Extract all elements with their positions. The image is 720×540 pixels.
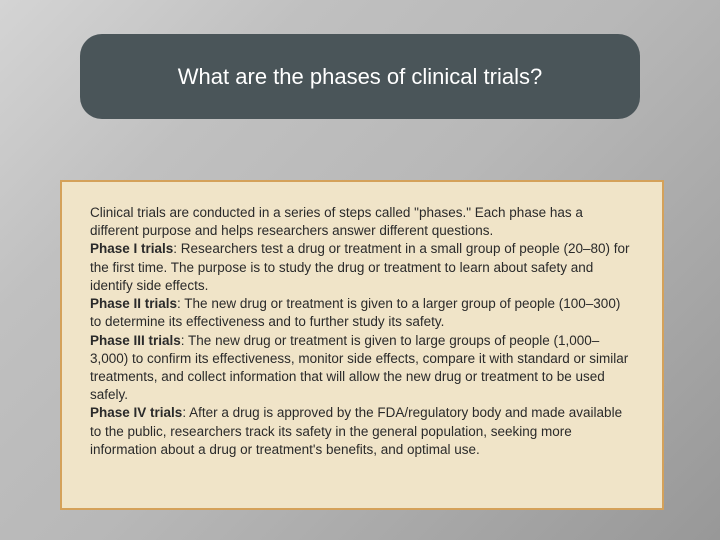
phase-3-label: Phase III trials [90, 333, 181, 348]
phase-2-label: Phase II trials [90, 296, 177, 311]
intro-text: Clinical trials are conducted in a serie… [90, 205, 583, 238]
phase-1-label: Phase I trials [90, 241, 173, 256]
title-text: What are the phases of clinical trials? [178, 64, 542, 90]
content-box: Clinical trials are conducted in a serie… [60, 180, 664, 510]
title-box: What are the phases of clinical trials? [80, 34, 640, 119]
content-text: Clinical trials are conducted in a serie… [90, 204, 634, 459]
phase-4-label: Phase IV trials [90, 405, 182, 420]
